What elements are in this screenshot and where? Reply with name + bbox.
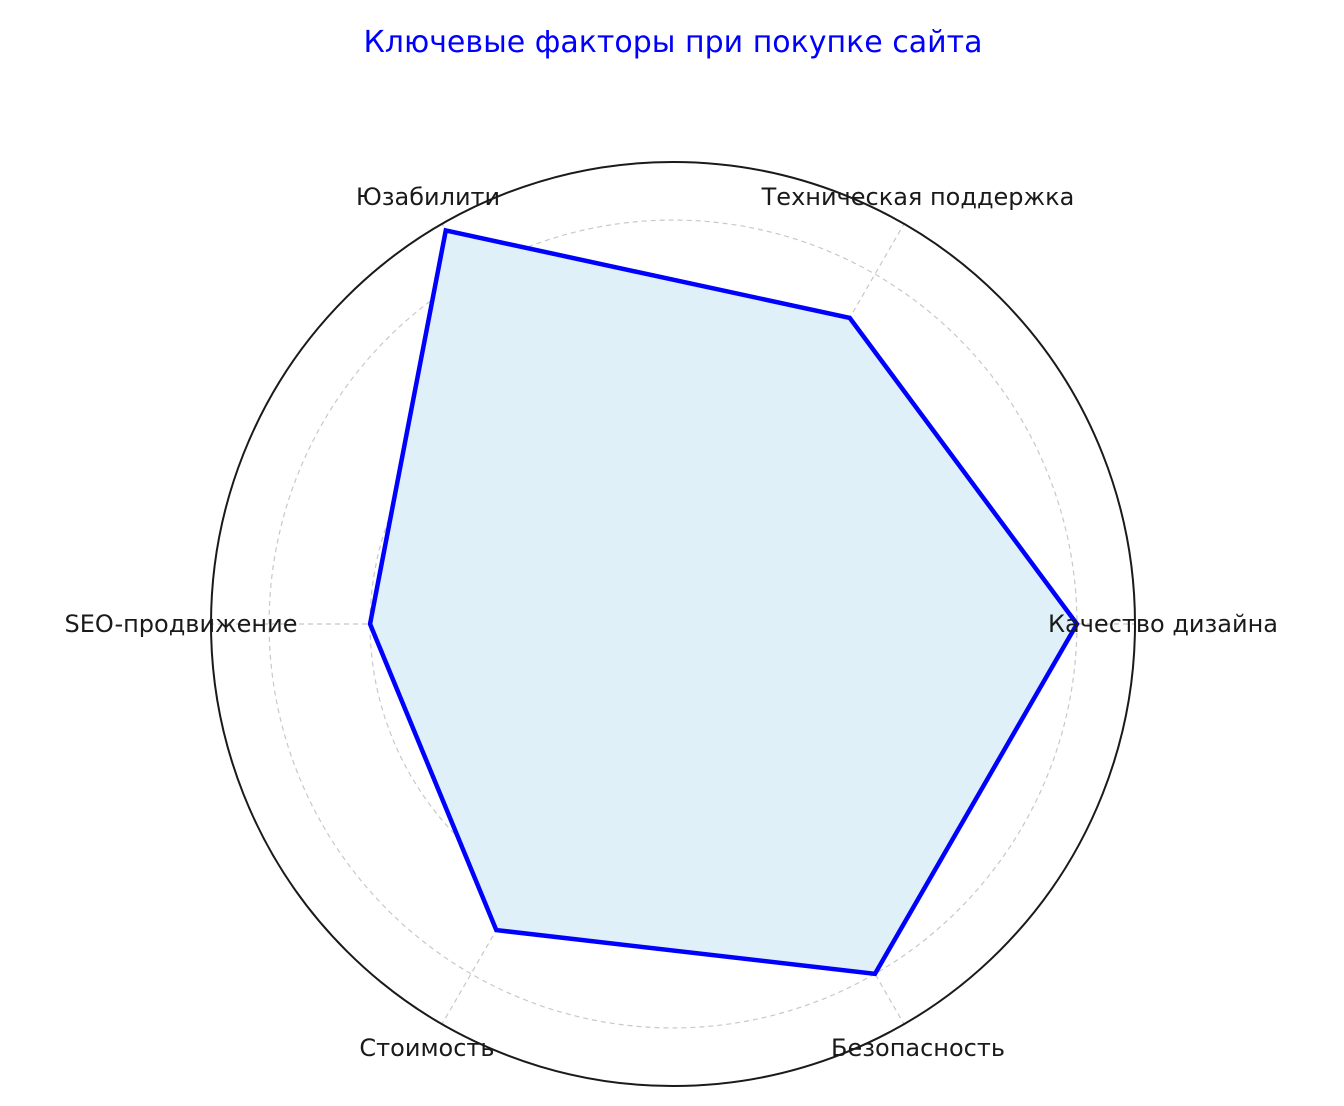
category-label: SEO-продвижение [64,610,297,638]
category-label: Техническая поддержка [761,183,1075,211]
data-area [370,230,1077,974]
category-label: Юзабилити [356,183,500,211]
polar-frame [210,161,1136,1087]
category-label: Качество дизайна [1048,610,1278,638]
category-label: Безопасность [831,1034,1005,1062]
chart-title: Ключевые факторы при покупке сайта [363,25,982,60]
category-label: Стоимость [359,1034,494,1062]
